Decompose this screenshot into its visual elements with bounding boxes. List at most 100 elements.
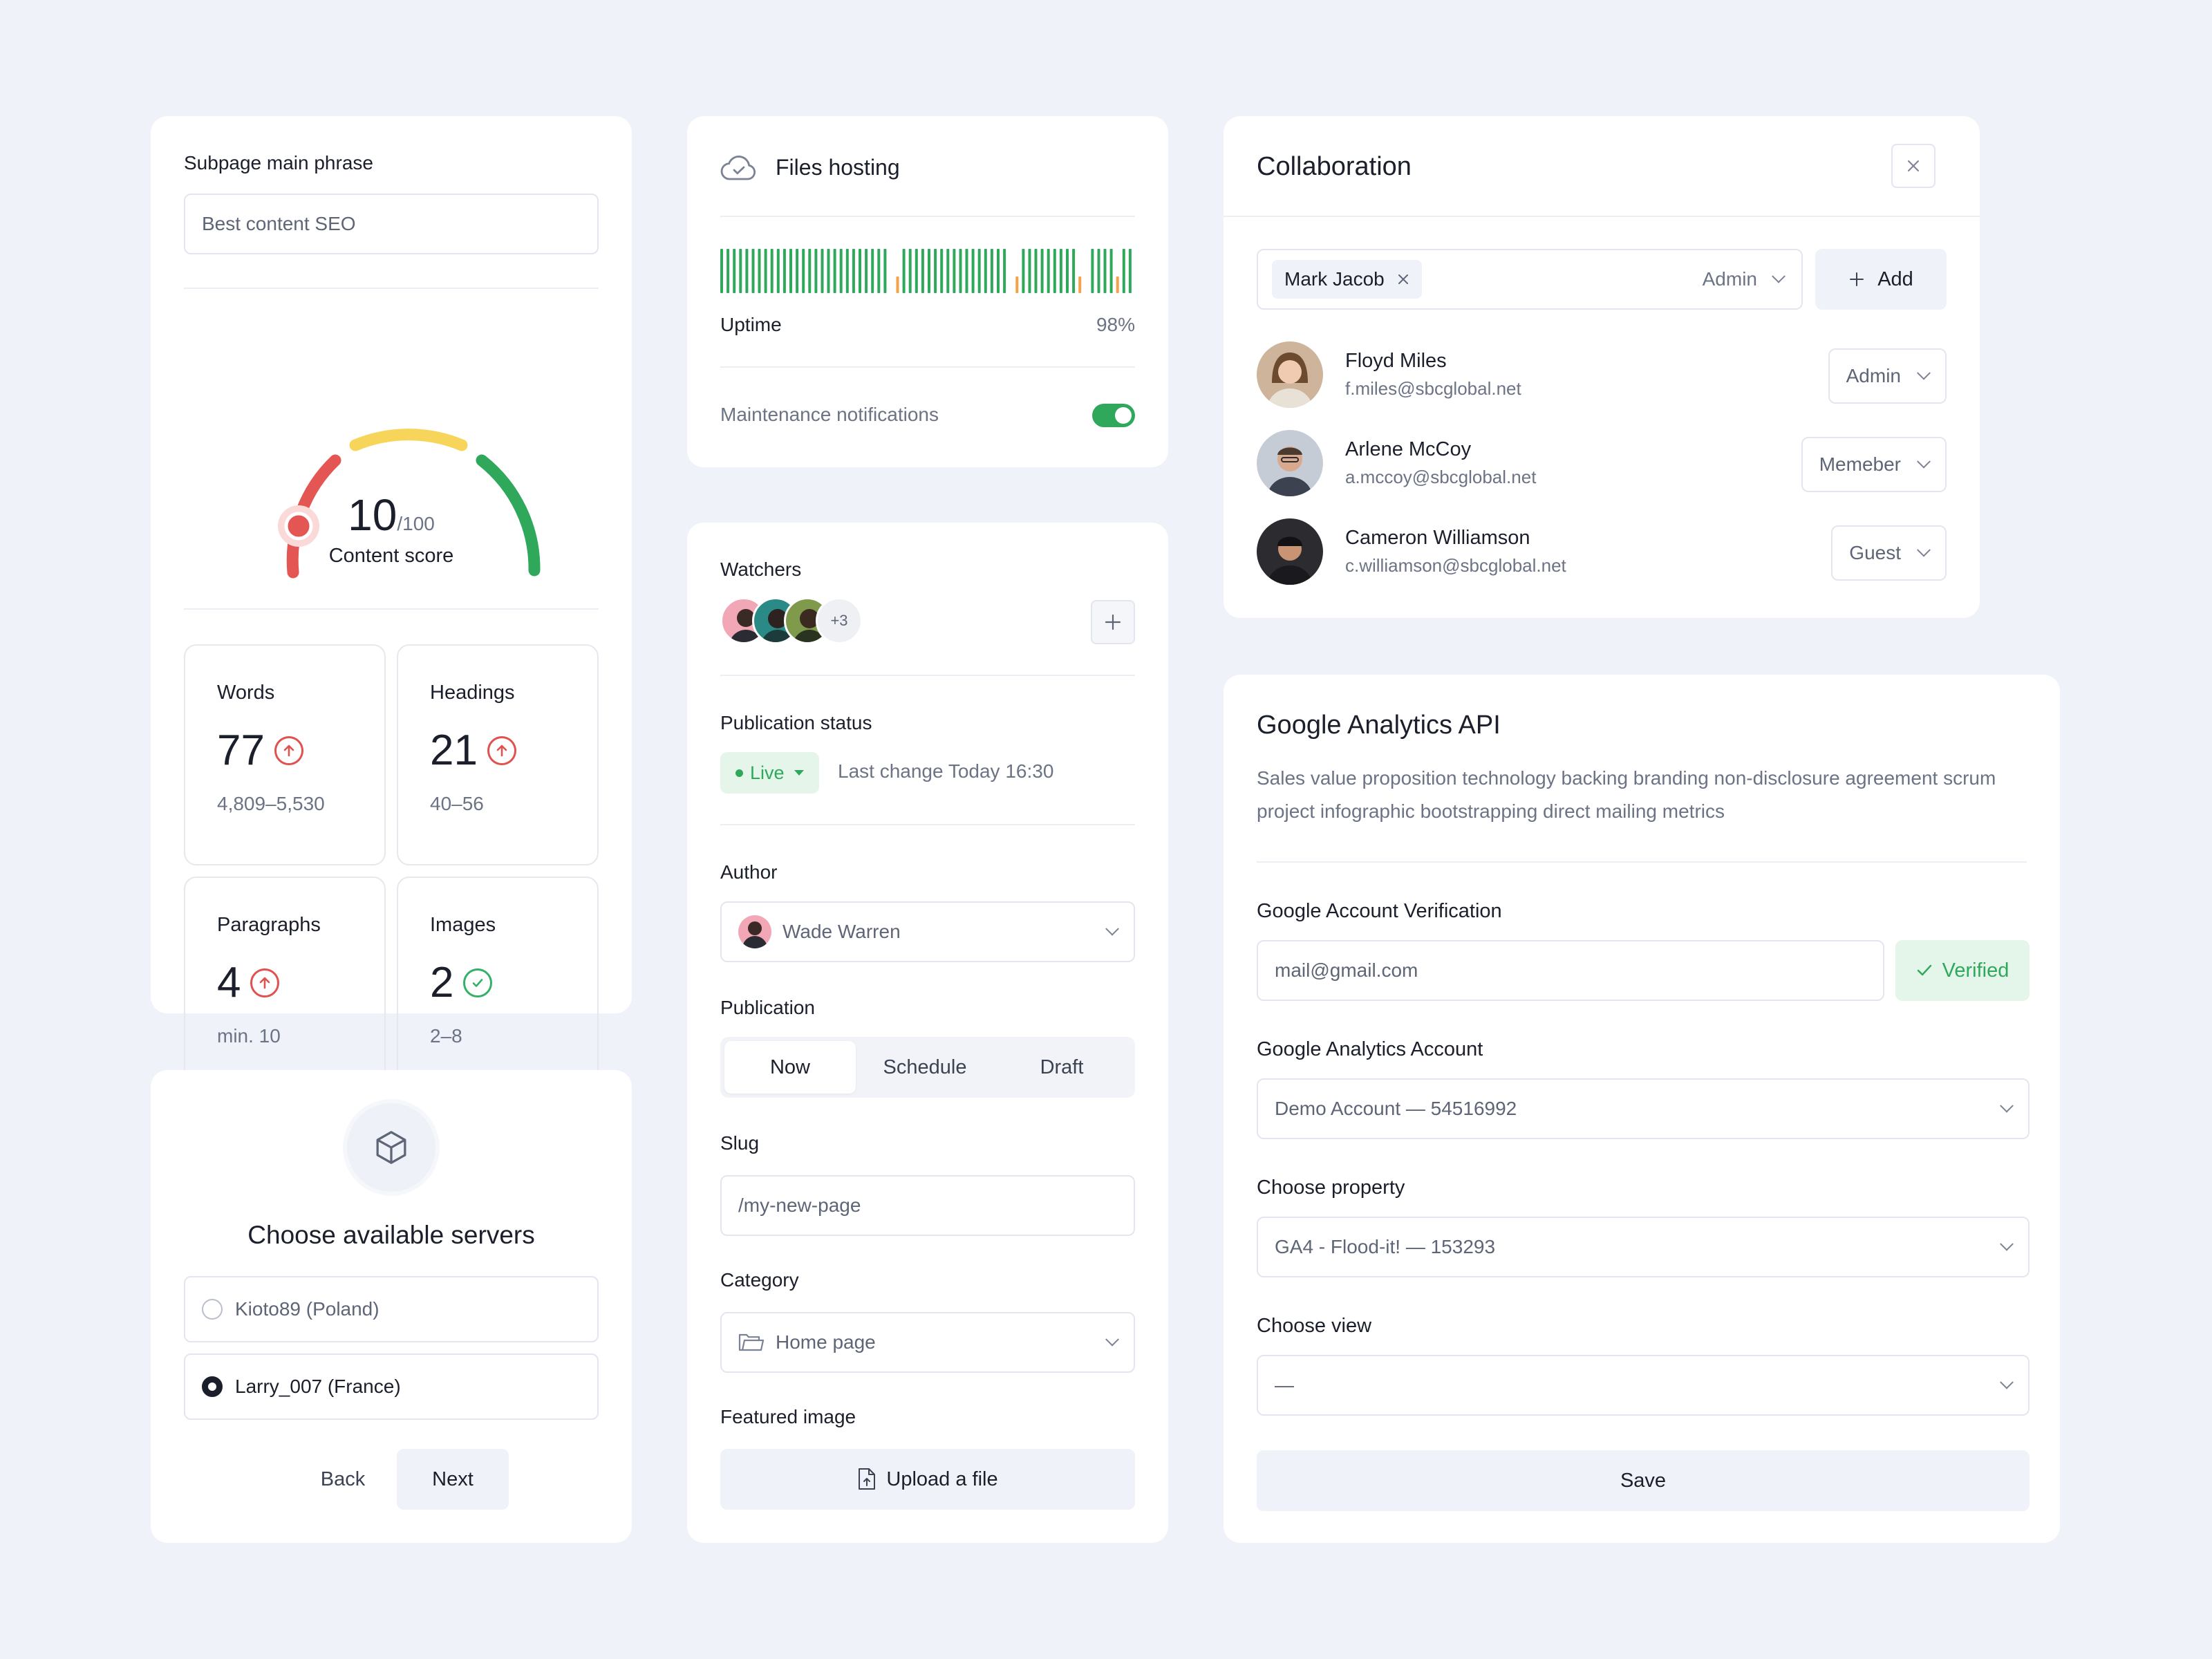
file-upload-icon (859, 1468, 876, 1490)
member-info: Arlene McCoy a.mccoy@sbcglobal.net (1345, 438, 1536, 488)
upload-button[interactable]: Upload a file (720, 1449, 1135, 1510)
last-change: Last change Today 16:30 (838, 760, 1054, 782)
watchers-avatars: +3 (720, 597, 872, 644)
metric-value: 77 (217, 727, 265, 774)
segment-draft[interactable]: Draft (1040, 1056, 1084, 1078)
metric-title: Paragraphs (217, 914, 321, 936)
uptime-bar-up (739, 249, 742, 293)
property-label: Choose property (1257, 1177, 1405, 1199)
server-option-larry[interactable]: Larry_007 (France) (184, 1353, 599, 1420)
member-role: Guest (1849, 542, 1901, 563)
save-button[interactable]: Save (1257, 1450, 2030, 1511)
uptime-bar-up (1097, 249, 1100, 293)
divider (720, 824, 1135, 825)
hosting-card: Files hosting Uptime 98% Maintenance not… (687, 116, 1168, 467)
score-label: Content score (328, 545, 454, 567)
member-row: Cameron Williamson c.williamson@sbcgloba… (1257, 518, 1566, 585)
servers-card: Choose available servers Kioto89 (Poland… (151, 1070, 632, 1543)
maintenance-toggle[interactable] (1092, 404, 1135, 427)
metric-title: Images (430, 914, 496, 936)
invite-role[interactable]: Admin (1702, 268, 1757, 290)
collab-title: Collaboration (1257, 152, 1412, 181)
metric-value: 4 (217, 959, 241, 1006)
uptime-label: Uptime (720, 314, 782, 335)
score-readout: 10/100 (151, 489, 632, 541)
radio-unchecked[interactable] (202, 1299, 223, 1320)
uptime-bar-up (1053, 249, 1056, 293)
phrase-input[interactable]: Best content SEO (184, 194, 599, 254)
uptime-bar-up (908, 249, 912, 293)
server-option-kioto[interactable]: Kioto89 (Poland) (184, 1276, 599, 1342)
uptime-bar-up (965, 249, 968, 293)
invite-field[interactable]: Mark Jacob Admin (1257, 249, 1803, 310)
uptime-bar-up (1022, 249, 1025, 293)
uptime-bar-up (921, 249, 924, 293)
arrow-up-icon (274, 736, 303, 765)
chevron-down-icon (1105, 921, 1119, 936)
divider (720, 216, 1135, 217)
box-icon (347, 1103, 435, 1192)
member-email: c.williamson@sbcglobal.net (1345, 555, 1566, 576)
chevron-down-icon (2000, 1098, 2014, 1113)
segment-now[interactable]: Now (724, 1041, 856, 1094)
watchers-label: Watchers (720, 559, 802, 580)
divider (1224, 216, 1980, 217)
uptime-bar-up (814, 249, 818, 293)
uptime-bar-up (984, 249, 987, 293)
close-button[interactable] (1891, 144, 1936, 188)
member-role-select[interactable]: Memeber (1801, 437, 1947, 492)
add-watcher-button[interactable] (1091, 600, 1135, 644)
member-name: Floyd Miles (1345, 350, 1447, 372)
view-select[interactable]: — (1257, 1355, 2030, 1416)
chevron-down-icon (1105, 1332, 1119, 1347)
check-icon (1917, 964, 1931, 976)
uptime-value: 98% (1096, 314, 1135, 335)
status-value: Live (750, 762, 785, 783)
divider (1257, 861, 2027, 863)
uptime-bar-up (1128, 249, 1132, 293)
caret-down-icon (794, 770, 804, 776)
member-role-select[interactable]: Admin (1828, 348, 1947, 404)
category-select[interactable]: Home page (720, 1312, 1135, 1373)
uptime-bar-up (782, 249, 786, 293)
uptime-bar-degraded (1116, 276, 1119, 293)
uptime-bar-up (971, 249, 975, 293)
remove-chip-icon[interactable] (1397, 273, 1409, 285)
back-button[interactable]: Back (320, 1468, 366, 1490)
uptime-bar-up (877, 249, 881, 293)
watchers-more-badge[interactable]: +3 (816, 597, 863, 644)
slug-input[interactable]: /my-new-page (720, 1175, 1135, 1236)
member-row: Arlene McCoy a.mccoy@sbcglobal.net (1257, 430, 1536, 496)
divider (720, 675, 1135, 676)
uptime-bar-up (997, 249, 1000, 293)
radio-checked[interactable] (202, 1376, 223, 1397)
verify-label: Google Account Verification (1257, 900, 1502, 922)
metric-value-row: 77 (217, 729, 353, 772)
account-value: Demo Account — 54516992 (1275, 1098, 1517, 1119)
metric-range: 4,809–5,530 (217, 793, 325, 814)
account-select[interactable]: Demo Account — 54516992 (1257, 1078, 2030, 1139)
next-button[interactable]: Next (397, 1449, 509, 1510)
score-gauge (278, 429, 541, 579)
uptime-bar-up (1109, 249, 1113, 293)
member-role-select[interactable]: Guest (1831, 525, 1947, 581)
featured-label: Featured image (720, 1406, 856, 1427)
add-button[interactable]: Add (1815, 249, 1947, 310)
avatar (1257, 518, 1323, 585)
status-badge[interactable]: Live (720, 752, 819, 794)
uptime-bar-up (852, 249, 855, 293)
email-field[interactable]: mail@gmail.com (1257, 940, 1884, 1001)
author-select[interactable]: Wade Warren (720, 901, 1135, 962)
analytics-title: Google Analytics API (1257, 711, 1501, 740)
uptime-bar-up (977, 249, 981, 293)
close-icon (1908, 160, 1919, 171)
uptime-bar-up (733, 249, 736, 293)
segment-schedule[interactable]: Schedule (883, 1056, 967, 1078)
uptime-bar-up (1122, 249, 1125, 293)
uptime-bar-up (928, 249, 930, 293)
property-select[interactable]: GA4 - Flood-it! — 153293 (1257, 1217, 2030, 1277)
toggle-knob (1115, 407, 1132, 424)
avatar (1257, 430, 1323, 496)
uptime-bar-up (883, 249, 887, 293)
uptime-bar-degraded (1078, 276, 1082, 293)
